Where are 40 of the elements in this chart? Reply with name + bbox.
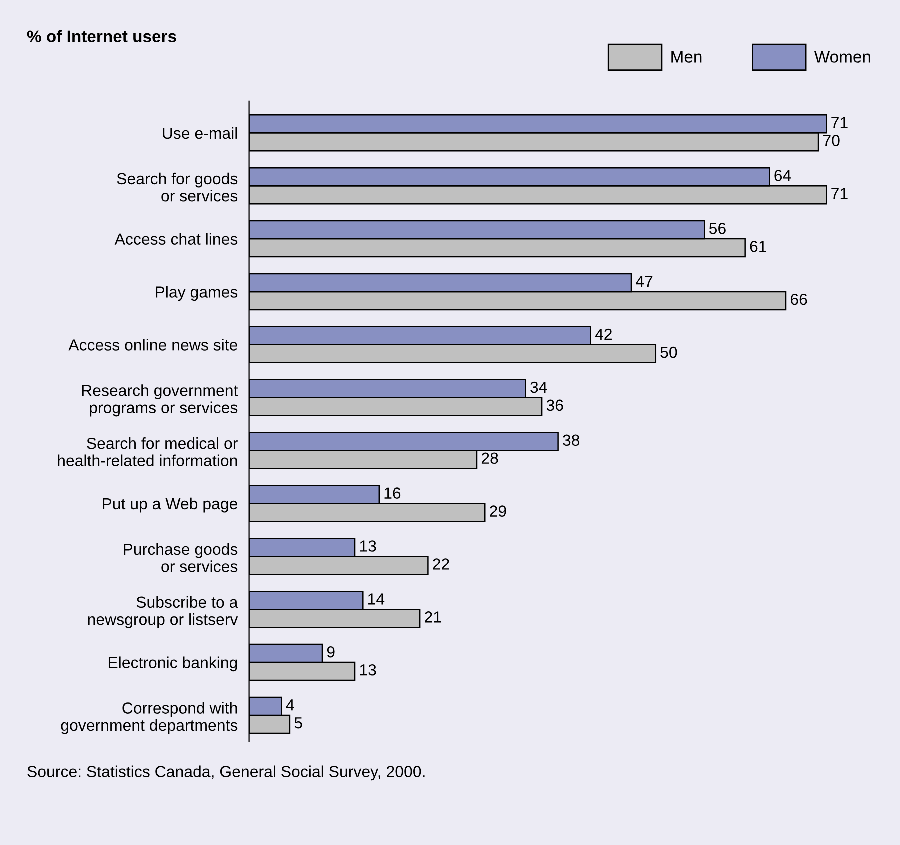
data-label: 14 [368,594,385,605]
data-label: 9 [327,646,335,658]
data-label: 38 [563,434,580,446]
data-label: 28 [482,452,498,464]
data-label: 22 [433,558,450,570]
y-tick-label: Search for goods or services [117,172,238,202]
y-tick-label: Put up a Web page [103,498,238,513]
data-label: 4 [286,700,294,711]
y-tick-label: Use e-mail [163,127,238,140]
data-label: 36 [546,400,564,412]
y-tick-label: Research government programs or services [82,384,238,417]
data-label: 64 [774,170,792,182]
data-label: 13 [360,540,376,552]
data-label: 61 [750,241,766,252]
data-label: 16 [384,488,401,499]
data-label: 70 [824,135,840,146]
y-tick-label: Play games [156,286,238,302]
y-tick-label: Purchase goods or services [124,543,238,572]
data-label: 47 [636,276,653,288]
data-label: 50 [660,346,678,358]
y-tick-label: Search for medical or health-related information [58,438,238,466]
legend-label: Men [672,51,702,63]
data-label: 5 [294,718,302,729]
data-label: 29 [490,506,506,517]
data-label: 13 [360,664,376,676]
y-tick-label: Correspond with government departments [61,702,238,734]
source-note: Source: Statistics Canada, General Social Survey, 2000. [28,766,425,781]
y-tick-label: Access online news site [68,339,238,351]
data-label: 56 [709,223,726,234]
data-label: 71 [832,188,848,200]
data-label: 71 [832,117,848,128]
text: % of Internet users [27,30,176,42]
y-tick-label: Subscribe to a newsgroup or listserv [88,596,238,628]
legend-label: Women [814,51,870,63]
y-tick-label: Access chat lines [114,233,238,245]
y-tick-label: Electronic banking [108,656,238,672]
data-label: 66 [790,294,808,306]
data-label: 34 [530,382,548,394]
data-label: 42 [595,328,612,340]
data-label: 21 [425,612,442,623]
